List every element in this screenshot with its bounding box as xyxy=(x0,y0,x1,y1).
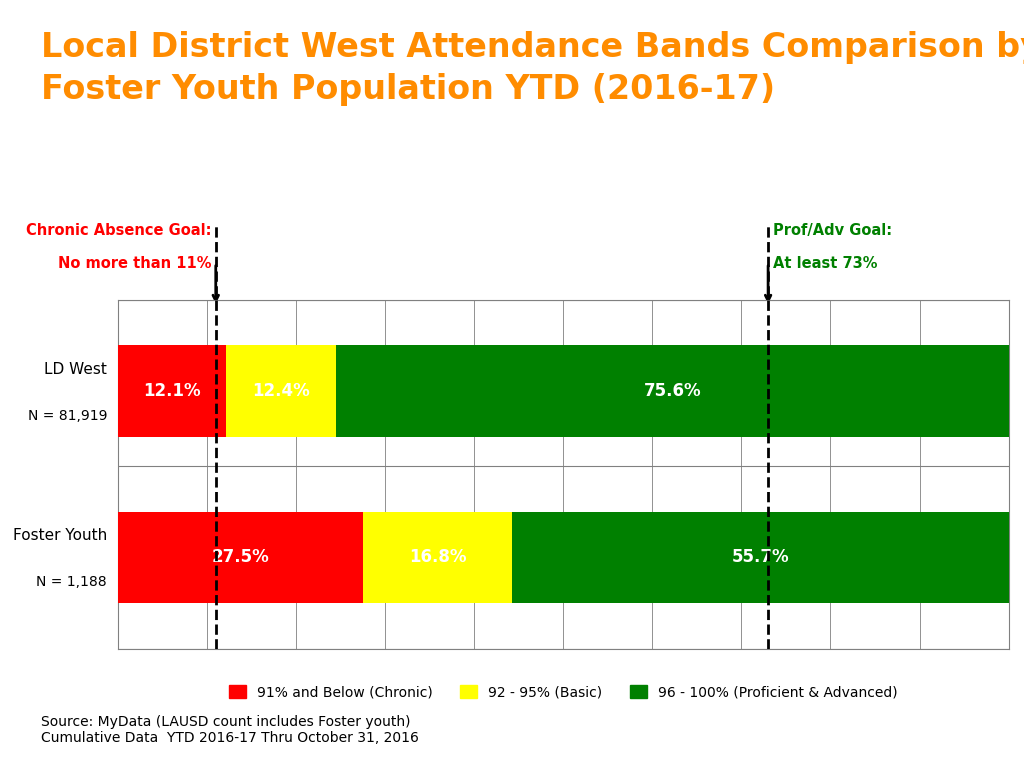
Bar xyxy=(225,346,336,437)
Text: 75.6%: 75.6% xyxy=(644,382,701,400)
Text: Foster Youth: Foster Youth xyxy=(13,528,108,543)
Text: 27.5%: 27.5% xyxy=(211,548,269,567)
Bar xyxy=(118,511,362,603)
Text: LD West: LD West xyxy=(44,362,108,377)
Text: At least 73%: At least 73% xyxy=(772,256,878,270)
Bar xyxy=(362,511,512,603)
Legend: 91% and Below (Chronic), 92 - 95% (Basic), 96 - 100% (Proficient & Advanced): 91% and Below (Chronic), 92 - 95% (Basic… xyxy=(223,680,903,705)
Text: 16.8%: 16.8% xyxy=(409,548,466,567)
Text: Local District West Attendance Bands Comparison by
Foster Youth Population YTD (: Local District West Attendance Bands Com… xyxy=(41,31,1024,106)
Text: N = 1,188: N = 1,188 xyxy=(37,575,108,589)
Text: 55.7%: 55.7% xyxy=(732,548,790,567)
Text: 12.4%: 12.4% xyxy=(252,382,309,400)
Text: Prof/Adv Goal:: Prof/Adv Goal: xyxy=(772,223,892,238)
Bar xyxy=(512,511,1009,603)
Text: Source: MyData (LAUSD count includes Foster youth)
Cumulative Data  YTD 2016-17 : Source: MyData (LAUSD count includes Fos… xyxy=(41,715,419,745)
Text: 12.1%: 12.1% xyxy=(142,382,201,400)
Text: Chronic Absence Goal:: Chronic Absence Goal: xyxy=(26,223,211,238)
Text: No more than 11%: No more than 11% xyxy=(57,256,211,270)
Bar xyxy=(336,346,1010,437)
Bar xyxy=(118,346,225,437)
Text: N = 81,919: N = 81,919 xyxy=(28,409,108,423)
